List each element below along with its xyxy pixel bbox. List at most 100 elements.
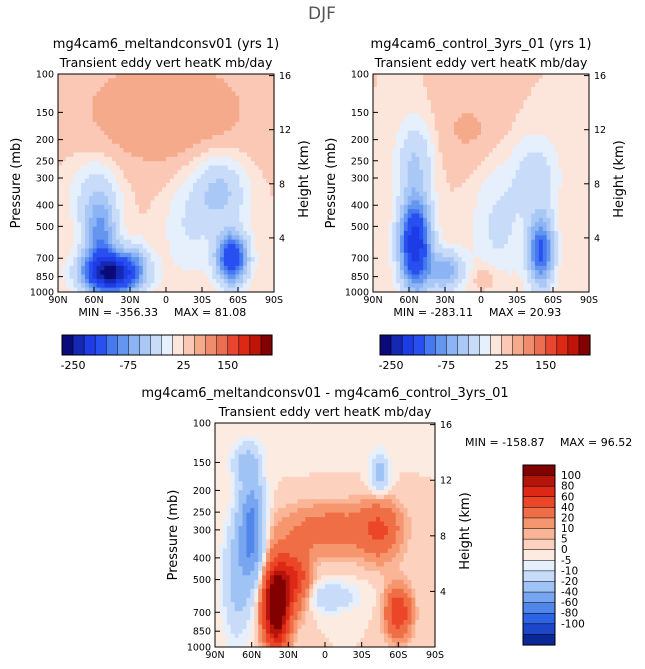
field-cell [127, 248, 132, 254]
field-cell [85, 287, 90, 293]
field-cell [519, 169, 525, 175]
field-cell [92, 135, 98, 140]
field-cell [204, 191, 210, 197]
field-cell [415, 135, 420, 140]
field-cell [380, 156, 386, 162]
field-cell [465, 174, 471, 180]
field-cell [373, 187, 378, 193]
field-cell [254, 191, 260, 197]
field-cell [565, 222, 571, 228]
field-cell [127, 270, 132, 276]
field-cell [173, 226, 179, 232]
field-cell [469, 156, 474, 162]
field-cell [565, 161, 571, 167]
field-cell [250, 235, 256, 241]
field-cell [515, 183, 521, 188]
field-cell [220, 196, 225, 202]
field-cell [469, 78, 474, 84]
field-cell [108, 283, 113, 289]
field-cell [135, 239, 140, 245]
field-cell [127, 235, 132, 241]
field-cell [515, 230, 521, 236]
field-cell [100, 78, 105, 84]
field-cell [100, 213, 105, 219]
field-cell [415, 113, 420, 119]
field-cell [223, 265, 229, 271]
field-cell [573, 152, 579, 158]
field-cell [73, 78, 78, 84]
field-cell [250, 148, 256, 154]
field-cell [380, 191, 386, 197]
field-cell [562, 95, 567, 101]
field-cell [415, 178, 420, 184]
field-cell [196, 248, 202, 254]
field-cell [88, 187, 94, 193]
field-cell [220, 252, 225, 258]
field-cell [223, 156, 229, 162]
field-cell [169, 230, 175, 236]
field-cell [96, 287, 102, 293]
field-cell [177, 287, 183, 293]
field-cell [538, 91, 544, 97]
field-cell [135, 143, 140, 149]
field-cell [115, 78, 121, 84]
field-cell [169, 187, 175, 193]
field-cell [85, 196, 90, 202]
field-cell [519, 200, 525, 206]
field-cell [403, 121, 409, 127]
field-cell [550, 126, 555, 132]
field-cell [504, 165, 509, 171]
field-cell [212, 239, 217, 245]
field-cell [88, 148, 94, 154]
field-cell [69, 139, 75, 145]
field-cell [200, 278, 206, 284]
field-cell [112, 248, 117, 254]
field-cell [127, 78, 132, 84]
field-cell [546, 196, 552, 202]
field-cell [546, 152, 552, 158]
field-cell [104, 274, 109, 280]
field-cell [123, 156, 129, 162]
field-cell [166, 217, 171, 223]
field-cell [376, 87, 382, 93]
field-cell [243, 191, 248, 197]
field-cell [208, 143, 213, 149]
field-cell [112, 209, 117, 215]
field-cell [454, 217, 459, 223]
field-cell [457, 74, 463, 79]
field-cell [450, 135, 455, 140]
field-cell [411, 204, 417, 210]
field-cell [565, 108, 571, 114]
field-cell [104, 117, 109, 123]
field-cell [135, 126, 140, 132]
field-cell [177, 278, 183, 284]
field-cell [100, 196, 105, 202]
field-cell [127, 95, 132, 101]
field-cell [262, 87, 267, 93]
field-cell [212, 156, 217, 162]
field-cell [384, 108, 390, 114]
field-cell [162, 95, 167, 101]
field-cell [65, 270, 71, 276]
field-cell [577, 226, 582, 232]
field-cell [123, 174, 129, 180]
field-cell [96, 204, 102, 210]
field-cell [69, 117, 75, 123]
field-cell [212, 274, 217, 280]
field-cell [270, 169, 275, 175]
field-cell [461, 226, 467, 232]
field-cell [108, 74, 113, 79]
field-cell [407, 230, 413, 236]
field-cell [88, 257, 94, 263]
field-cell [92, 87, 98, 93]
field-cell [488, 183, 494, 188]
field-cell [396, 104, 401, 110]
field-cell [173, 196, 179, 202]
field-cell [181, 126, 186, 132]
field-cell [58, 209, 63, 215]
field-cell [112, 278, 117, 284]
field-cell [88, 261, 94, 267]
field-cell [515, 235, 521, 241]
field-cell [65, 200, 71, 206]
field-cell [81, 130, 86, 136]
